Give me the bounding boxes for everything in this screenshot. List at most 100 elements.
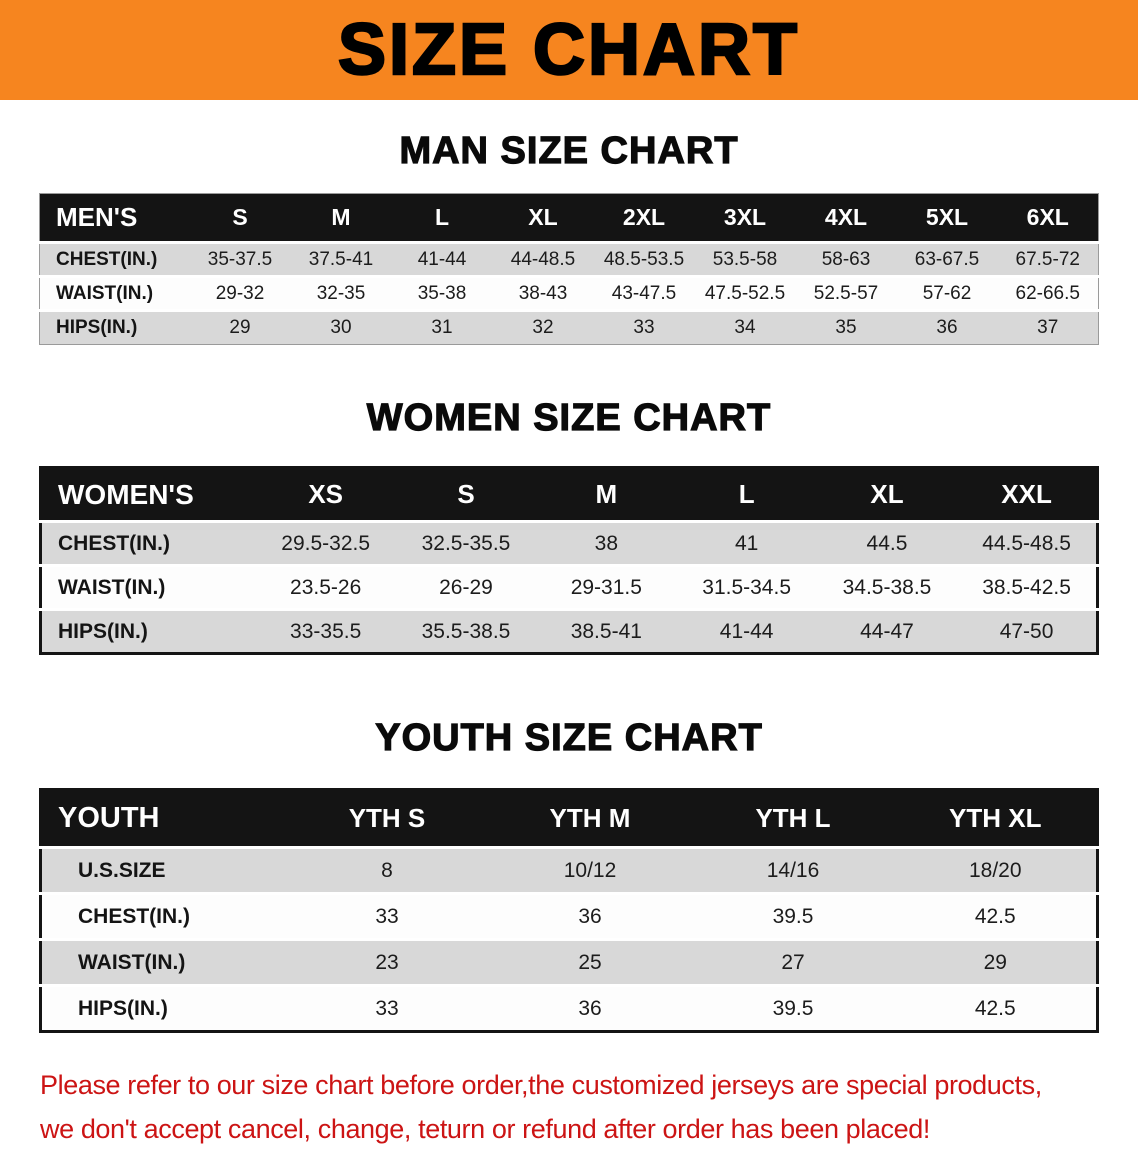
- men-size-table: MEN'S S M L XL 2XL 3XL 4XL 5XL 6XL CHEST(IN.) 35-37…: [39, 193, 1099, 345]
- size-value-cell: 34: [734, 317, 756, 338]
- banner: SIZE CHART: [0, 0, 1138, 100]
- size-value-cell: 35-38: [417, 282, 467, 304]
- men-section-heading: MAN SIZE CHART: [399, 129, 739, 172]
- size-column-header-cell: M: [290, 193, 392, 243]
- women-section-heading: WOMEN SIZE CHART: [366, 396, 772, 439]
- size-value-cell: 26-29: [439, 575, 493, 599]
- size-value-cell: 14/16: [766, 858, 820, 882]
- row-label-cell: HIPS(IN.): [78, 996, 168, 1020]
- table-row: CHEST(IN.) 35-37.5 37.5-41 41-44 44-48.5 48.5…: [39, 242, 1099, 277]
- size-value-cell: 25: [578, 950, 602, 974]
- size-column-header-cell: XL: [816, 467, 958, 522]
- size-value-cell: 23: [375, 950, 399, 974]
- size-value-cell: 33: [633, 317, 655, 338]
- page-title: SIZE CHART: [337, 10, 800, 90]
- size-column-header-cell: YTH XL: [894, 789, 1098, 848]
- size-value-cell: 47.5-52.5: [704, 282, 786, 304]
- row-label-cell: HIPS(IN.): [58, 619, 148, 643]
- size-value-cell: 58-63: [821, 248, 871, 270]
- size-value-cell: 34.5-38.5: [842, 575, 932, 599]
- size-value-cell: 36: [936, 317, 958, 338]
- size-value-cell: 35.5-38.5: [421, 619, 511, 643]
- youth-section-heading: YOUTH SIZE CHART: [375, 716, 763, 759]
- disclaimer-line-1: Please refer to our size chart before or…: [40, 1070, 1042, 1100]
- table-row: WAIST(IN.) 23.5-26 26-29 29-31.5 31.5-34.5 34…: [40, 565, 1098, 610]
- size-value-cell: 57-62: [922, 282, 972, 304]
- size-column-header-cell: YTH M: [488, 789, 692, 848]
- size-value-cell: 35: [835, 317, 857, 338]
- size-value-cell: 67.5-72: [1015, 248, 1080, 270]
- disclaimer-line-2: we don't accept cancel, change, teturn o…: [40, 1114, 930, 1145]
- table-header-row: MEN'S S M L XL 2XL 3XL 4XL 5XL 6XL: [39, 193, 1099, 243]
- size-value-cell: 8: [381, 858, 393, 882]
- table-title-cell: WOMEN'S: [40, 467, 256, 522]
- row-label-cell: WAIST(IN.): [78, 950, 186, 974]
- size-value-cell: 42.5: [974, 904, 1016, 928]
- table-title-cell: MEN'S: [39, 193, 190, 243]
- size-value-cell: 41-44: [417, 248, 467, 270]
- table-row: CHEST(IN.) 29.5-32.5 32.5-35.5 38 41 44.5 44.5…: [40, 521, 1098, 566]
- size-value-cell: 36: [578, 904, 602, 928]
- size-column-header-cell: M: [536, 467, 677, 522]
- row-label-cell: CHEST(IN.): [58, 531, 170, 555]
- table-row: HIPS(IN.) 33 36 39.5 42.5: [40, 985, 1098, 1032]
- table-row: HIPS(IN.) 29 30 31 32 33 34 35 36 37: [39, 310, 1099, 345]
- size-value-cell: 42.5: [974, 996, 1016, 1020]
- size-value-cell: 53.5-58: [712, 248, 778, 270]
- disclaimer: Please refer to our size chart before or…: [40, 1067, 1110, 1148]
- size-column-header-cell: L: [676, 467, 817, 522]
- size-value-cell: 29: [229, 317, 251, 338]
- table-header-row: WOMEN'S XS S M L XL XXL: [40, 467, 1098, 522]
- size-value-cell: 41-44: [719, 619, 774, 643]
- size-column-header-cell: XS: [255, 467, 396, 522]
- size-value-cell: 35-37.5: [207, 248, 273, 270]
- size-column-header-cell: 6XL: [997, 193, 1099, 243]
- size-column-header-cell: 3XL: [694, 193, 796, 243]
- table-row: HIPS(IN.) 33-35.5 35.5-38.5 38.5-41 41-44 44-…: [40, 609, 1098, 654]
- size-column-header-cell: S: [189, 193, 291, 243]
- row-label-cell: WAIST(IN.): [58, 575, 166, 599]
- size-column-header-cell: S: [395, 467, 537, 522]
- size-value-cell: 29-32: [215, 282, 265, 304]
- row-label-cell: U.S.SIZE: [78, 858, 166, 882]
- size-value-cell: 37.5-41: [308, 248, 374, 270]
- size-value-cell: 32.5-35.5: [421, 531, 511, 555]
- youth-size-section: YOUTH SIZE CHART YOUTH YTH S YTH M YTH L YTH…: [0, 716, 1138, 1033]
- size-value-cell: 38.5-42.5: [982, 575, 1071, 599]
- size-value-cell: 38-43: [518, 282, 568, 304]
- size-column-header-cell: 5XL: [896, 193, 998, 243]
- size-value-cell: 44-47: [860, 619, 914, 643]
- table-row: U.S.SIZE 8 10/12 14/16 18/20: [40, 847, 1098, 894]
- size-column-header-cell: L: [391, 193, 493, 243]
- size-column-header-cell: 2XL: [593, 193, 695, 243]
- size-value-cell: 27: [781, 950, 805, 974]
- men-size-section: MAN SIZE CHART MEN'S S M L XL 2XL 3XL 4XL 5XL 6XL…: [0, 129, 1138, 345]
- size-value-cell: 36: [578, 996, 602, 1020]
- size-value-cell: 39.5: [772, 996, 814, 1020]
- size-value-cell: 29-31.5: [570, 575, 642, 599]
- size-value-cell: 31: [431, 317, 453, 338]
- size-value-cell: 52.5-57: [813, 282, 879, 304]
- table-header-row: YOUTH YTH S YTH M YTH L YTH XL: [40, 789, 1098, 848]
- size-value-cell: 62-66.5: [1015, 282, 1080, 304]
- size-value-cell: 38.5-41: [570, 619, 642, 643]
- size-value-cell: 29.5-32.5: [281, 531, 371, 555]
- size-value-cell: 43-47.5: [611, 282, 677, 304]
- size-column-header-cell: YTH L: [691, 789, 895, 848]
- size-value-cell: 33-35.5: [290, 619, 362, 643]
- size-value-cell: 37: [1037, 317, 1059, 338]
- row-label-cell: HIPS(IN.): [56, 317, 138, 338]
- table-row: CHEST(IN.) 33 36 39.5 42.5: [40, 893, 1098, 940]
- size-value-cell: 18/20: [968, 858, 1022, 882]
- size-value-cell: 31.5-34.5: [702, 575, 792, 599]
- table-title-cell: YOUTH: [40, 789, 286, 848]
- women-size-table: WOMEN'S XS S M L XL XXL CHEST(IN.) 29.5-32.5 32.5…: [39, 466, 1099, 655]
- size-value-cell: 33: [375, 996, 399, 1020]
- size-value-cell: 32-35: [316, 282, 366, 304]
- size-value-cell: 63-67.5: [914, 248, 980, 270]
- size-value-cell: 30: [330, 317, 352, 338]
- size-value-cell: 41: [734, 531, 759, 555]
- size-value-cell: 10/12: [563, 858, 617, 882]
- table-row: WAIST(IN.) 23 25 27 29: [40, 939, 1098, 986]
- size-column-header-cell: XXL: [957, 467, 1098, 522]
